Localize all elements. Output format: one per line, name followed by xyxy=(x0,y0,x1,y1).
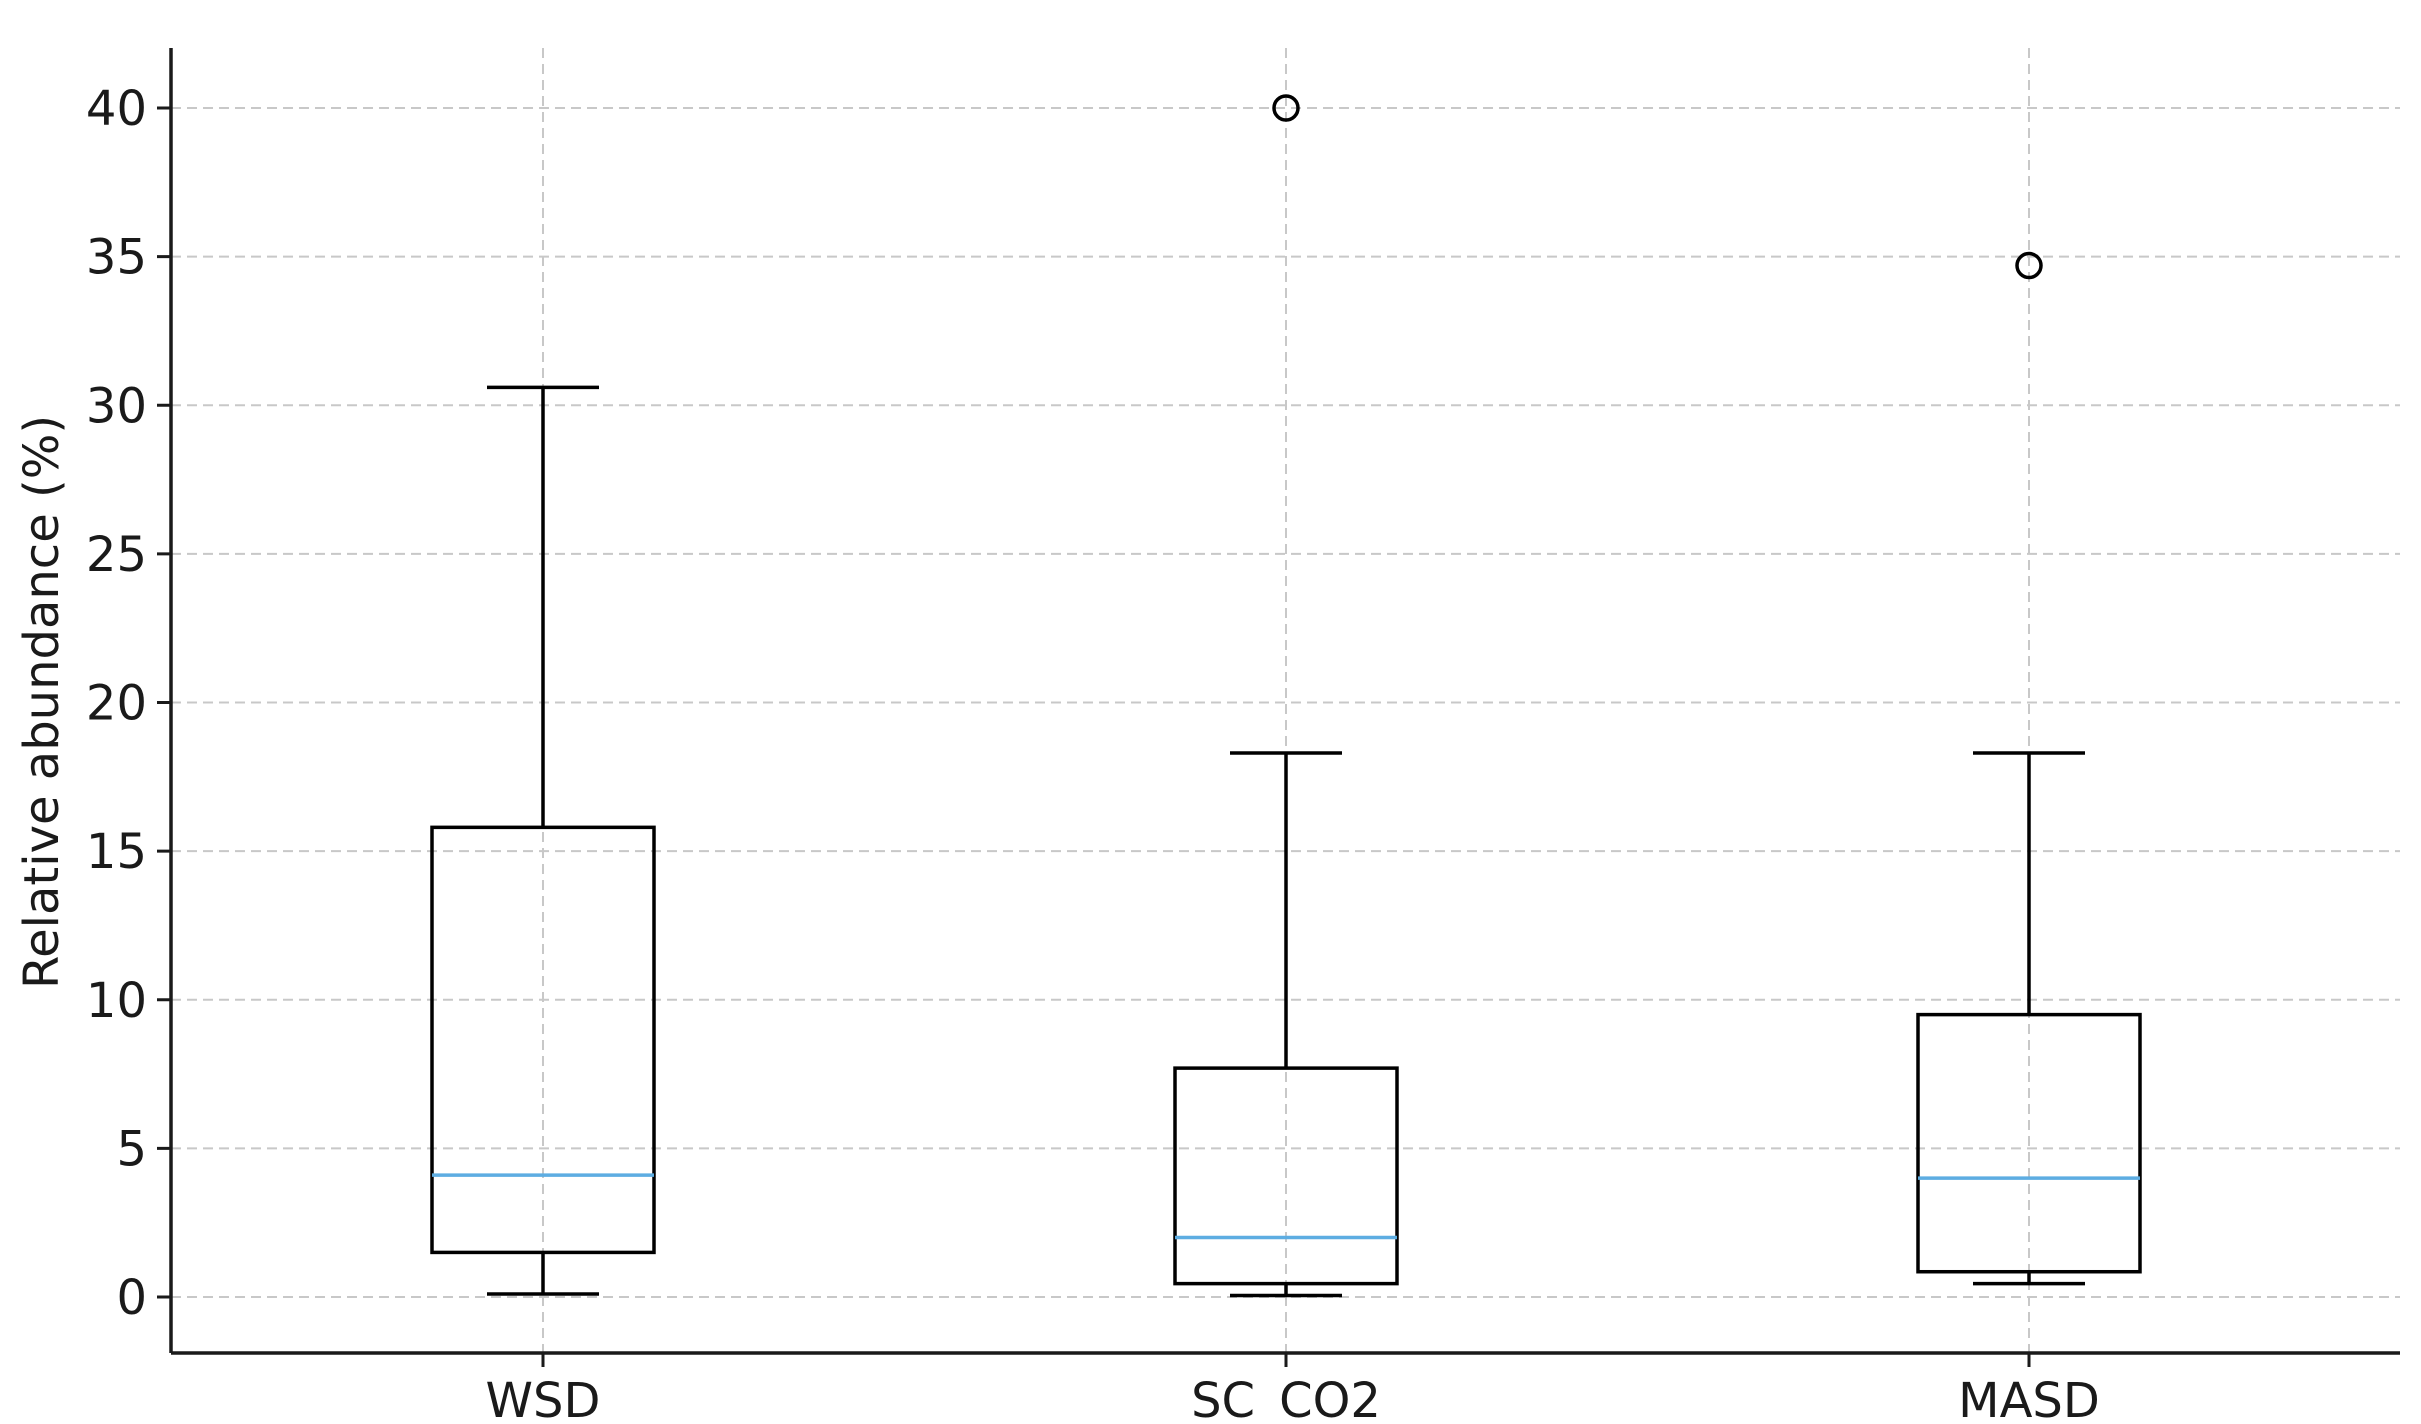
y-tick-label: 30 xyxy=(86,378,147,434)
y-tick-label: 5 xyxy=(116,1121,147,1177)
iqr-box xyxy=(1916,1012,2142,1274)
x-tick-label: WSD xyxy=(486,1373,601,1424)
y-tick-label: 35 xyxy=(86,230,147,286)
x-tick-label: SC_CO2 xyxy=(1191,1373,1381,1424)
box-group xyxy=(430,385,656,1296)
iqr-box xyxy=(430,825,656,1255)
tick-layer: 0 5 10 15 20 25 30 35 40 WSD SC_CO2 MASD xyxy=(86,81,2100,1424)
box-group xyxy=(1916,251,2142,1286)
y-tick-label: 40 xyxy=(86,81,147,137)
y-tick-label: 0 xyxy=(116,1270,147,1326)
y-axis-label: Relative abundance (%) xyxy=(14,415,70,989)
iqr-box xyxy=(1173,1066,1399,1286)
grid-layer xyxy=(171,48,2400,1353)
outlier-point xyxy=(1272,94,1300,122)
outlier-point xyxy=(2015,251,2043,280)
y-tick-label: 15 xyxy=(86,824,147,880)
box-layer xyxy=(430,94,2142,1298)
y-tick-label: 20 xyxy=(86,676,147,732)
box-group xyxy=(1173,94,1399,1298)
y-tick-label: 10 xyxy=(86,973,147,1029)
y-tick-label: 25 xyxy=(86,527,147,583)
x-tick-label: MASD xyxy=(1958,1373,2100,1424)
